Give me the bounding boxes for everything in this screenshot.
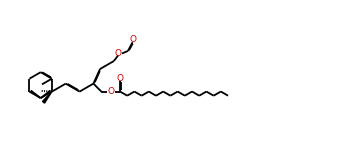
Polygon shape: [42, 92, 52, 103]
Text: O: O: [117, 74, 123, 83]
Text: O: O: [115, 49, 122, 58]
Text: O: O: [108, 87, 115, 96]
Text: O: O: [129, 35, 136, 44]
